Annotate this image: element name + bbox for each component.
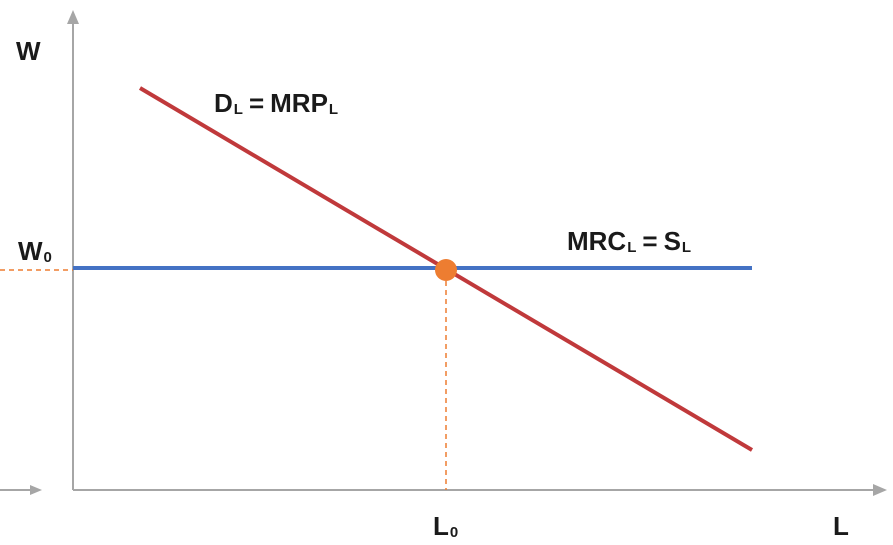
supply-curve-label: MRCL = SL xyxy=(567,226,692,256)
supply-rhs-sub: L xyxy=(681,239,692,256)
l0-label: L0 xyxy=(433,511,459,541)
demand-eq: = xyxy=(248,88,265,118)
demand-lhs-sub: L xyxy=(233,101,243,118)
w0-label-main: W xyxy=(18,236,43,266)
x-axis-label: L xyxy=(833,511,849,541)
demand-rhs-sub: L xyxy=(328,101,339,118)
supply-lhs-sub: L xyxy=(627,239,637,256)
w0-label: W0 xyxy=(18,236,52,266)
demand-lhs-main: D xyxy=(214,88,233,118)
left-edge-arrow-head xyxy=(30,485,42,495)
demand-rhs-main: MRP xyxy=(270,88,328,118)
supply-rhs-main: S xyxy=(663,226,681,256)
y-axis-arrow xyxy=(67,10,79,24)
l0-label-main: L xyxy=(433,511,449,541)
supply-eq: = xyxy=(642,226,658,256)
y-axis-label: W xyxy=(16,36,41,66)
supply-lhs-main: MRC xyxy=(567,226,627,256)
l0-label-sub: 0 xyxy=(449,524,459,541)
equilibrium-point xyxy=(435,259,457,281)
demand-curve-label: DL = MRPL xyxy=(214,88,339,118)
w0-label-sub: 0 xyxy=(43,249,52,266)
x-axis-arrow xyxy=(873,484,887,496)
